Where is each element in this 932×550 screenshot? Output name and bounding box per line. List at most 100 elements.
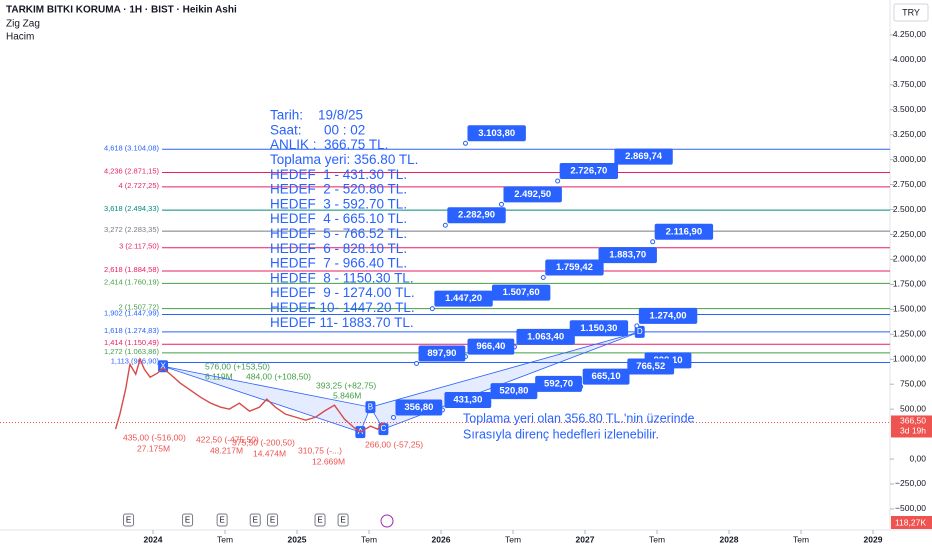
- callout-label: 2.492,50: [514, 189, 551, 200]
- chart-title: TARKIM BITKI KORUMA · 1H · BIST · Heikin…: [6, 5, 237, 16]
- currency[interactable]: TRY: [902, 7, 920, 17]
- pattern-label: X: [160, 361, 166, 370]
- callout-label: 520,80: [499, 386, 528, 397]
- y-tick-label: 3.750,00: [893, 79, 926, 89]
- dividend-icon: [380, 514, 394, 528]
- note-line: ANLIK : 366.75 TL.: [270, 137, 388, 152]
- zigzag-label: 375,50 (-200,50): [232, 437, 295, 447]
- price-line: [114, 357, 384, 433]
- fib-label: 1,618 (1.274,83): [104, 326, 160, 335]
- earnings-marker: [123, 513, 135, 527]
- x-tick-label: 2026: [432, 534, 451, 544]
- y-tick-label: 750,00: [900, 378, 926, 388]
- callout-label: 2.869,74: [625, 151, 663, 162]
- volume-box: [891, 516, 932, 529]
- callout-label: 1.883,70: [609, 250, 646, 261]
- y-tick-label: −500,00: [895, 503, 926, 513]
- pattern-label: D: [637, 327, 643, 336]
- x-tick-label: Tem: [217, 534, 233, 544]
- note-line: HEDEF 10- 1447.20 TL.: [270, 300, 415, 315]
- note-line: HEDEF 8 - 1150.30 TL.: [270, 270, 414, 285]
- note-line: Tarih: 19/8/25: [270, 108, 363, 123]
- earnings-marker: [314, 513, 326, 527]
- callout-label: 592,70: [544, 378, 573, 389]
- fib-label: 1,272 (1.063,86): [104, 347, 160, 356]
- callout-label: 2.116,90: [666, 226, 702, 237]
- fib-label: 3,272 (2.283,35): [104, 225, 160, 234]
- zigzag-label: 393,25 (+82,75): [316, 380, 376, 390]
- earnings-label: E: [219, 516, 224, 525]
- callout-label: 356,80: [404, 402, 433, 413]
- callout-box: [598, 247, 657, 264]
- indicator: Zig Zag: [6, 19, 40, 30]
- earnings-label: E: [253, 516, 258, 525]
- y-tick-label: 1.000,00: [893, 354, 926, 364]
- earnings-marker: [337, 513, 349, 527]
- earnings-marker: [249, 513, 261, 527]
- callout-point: [498, 201, 504, 207]
- callout-label: 1.274,00: [650, 310, 687, 321]
- zigzag-label: 310,75 (-...): [298, 445, 342, 455]
- note-line: HEDEF 6 - 828.10 TL.: [270, 241, 407, 256]
- callout-label: 431,30: [453, 395, 482, 406]
- callout-box: [614, 148, 673, 165]
- x-tick-label: Tem: [793, 534, 809, 544]
- zigzag-label: 14.474M: [253, 448, 286, 458]
- callout-box: [467, 125, 526, 142]
- earnings-label: E: [340, 516, 345, 525]
- x-tick-label: 2025: [288, 534, 307, 544]
- callout-box: [447, 207, 506, 224]
- earnings-label: E: [126, 516, 131, 525]
- earnings-marker: [216, 513, 228, 527]
- note-line: HEDEF 1 - 431.30 TL.: [270, 167, 407, 182]
- callout-label: 2.282,90: [458, 210, 495, 221]
- callout-box: [491, 284, 551, 301]
- zigzag-label: 6.119M: [205, 371, 233, 381]
- currency-box[interactable]: [893, 3, 929, 22]
- indicator: Hacim: [6, 32, 34, 43]
- callout-box: [467, 338, 515, 355]
- callout-label: 897,90: [427, 348, 456, 359]
- countdown: 3d 19h: [900, 426, 926, 436]
- pattern-label: C: [381, 424, 387, 433]
- callout-point: [555, 178, 561, 184]
- x-tick-label: Tem: [361, 534, 377, 544]
- y-tick-label: 1.250,00: [893, 329, 926, 339]
- callout-label: 2.726,70: [570, 165, 607, 176]
- note-line: HEDEF 3 - 592.70 TL.: [270, 196, 407, 211]
- callout-box: [638, 307, 698, 324]
- callout-box: [444, 392, 492, 409]
- callout-label: 966,40: [476, 341, 505, 352]
- zigzag-label: 422,50 (-475,50): [196, 434, 259, 444]
- x-tick-label: 2027: [576, 534, 595, 544]
- y-tick-label: 3.500,00: [893, 104, 926, 114]
- note-line: HEDEF 2 - 520.80 TL.: [270, 182, 407, 197]
- callout-label: 1.507,60: [503, 287, 540, 298]
- fib-label: 2 (1.507,72): [119, 303, 160, 312]
- y-tick-label: −250,00: [895, 478, 926, 488]
- y-tick-label: 3.250,00: [893, 129, 926, 139]
- zigzag-label: 484,00 (+108,50): [246, 371, 311, 381]
- volume-label: 118,27K: [895, 517, 926, 527]
- zigzag-label: 12.669M: [312, 456, 345, 466]
- y-tick-label: 2.250,00: [893, 229, 926, 239]
- callout-box: [503, 186, 562, 203]
- fib-label: 1,113 (966,90): [111, 357, 160, 366]
- note-line: Toplama yeri: 356.80 TL.: [270, 152, 418, 167]
- callout-box: [559, 162, 619, 179]
- callout-label: 1.759,42: [556, 262, 593, 273]
- y-tick-label: 4.250,00: [893, 29, 926, 39]
- zigzag-labels: 576,00 (+153,50) 484,00 (+108,50) 6.119M…: [123, 361, 423, 466]
- x-tick-label: 2024: [144, 534, 163, 544]
- callout-point: [390, 414, 396, 420]
- note-line: HEDEF 9 - 1274.00 TL.: [270, 285, 415, 300]
- callout-label: 1.150,30: [580, 323, 617, 334]
- callout-point: [414, 360, 420, 366]
- zigzag-label: 48.217M: [210, 445, 243, 455]
- pattern-point: [158, 360, 169, 373]
- callout-label: 766,52: [636, 361, 665, 372]
- note-line: HEDEF 7 - 966.40 TL.: [270, 256, 407, 271]
- callout-point: [540, 274, 546, 280]
